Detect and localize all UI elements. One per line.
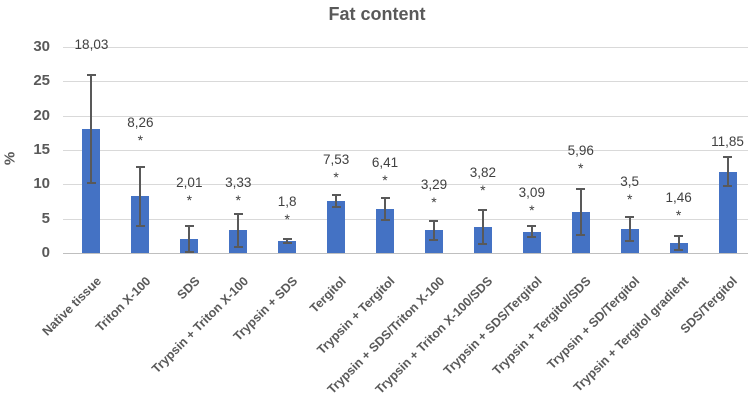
error-bar-line [726,157,729,187]
value-label: 5,96 [567,142,594,158]
y-gridline [63,115,748,117]
error-bar-cap-bottom [527,236,537,239]
error-bar-cap-top [135,165,145,168]
x-axis-line [63,253,748,254]
significance-marker: * [284,210,290,227]
chart-title: Fat content [328,4,426,24]
error-bar-cap-bottom [625,239,635,242]
error-bar-cap-top [429,219,439,222]
y-tick-label: 5 [41,209,50,227]
y-tick-label: 10 [33,175,50,193]
error-bar-line [677,236,680,250]
bar [424,230,443,253]
y-gridline [63,81,748,83]
error-bar-cap-top [184,225,194,228]
error-bar-line [335,195,338,208]
error-bar-cap-bottom [674,248,684,251]
x-category-label: Tergitol [307,274,350,316]
error-bar-line [286,238,289,243]
value-label: 2,01 [176,175,203,191]
value-label: 1,8 [277,193,297,209]
y-gridline [63,47,748,48]
y-gridline [63,150,748,151]
error-bar-cap-bottom [233,245,243,248]
error-bar-cap-bottom [478,242,488,245]
error-bar-line [139,166,142,226]
error-bar-cap-bottom [135,224,145,227]
significance-marker: * [431,193,437,210]
value-label: 3,09 [518,185,545,201]
y-tick-label: 15 [33,141,50,158]
value-label: 6,41 [371,154,399,170]
x-category-label: Native tissue [39,274,105,339]
significance-marker: * [235,191,241,208]
value-label: 7,53 [322,152,350,168]
x-category-label: Trypsin + SDS/Tergitol [440,274,545,378]
significance-marker: * [529,202,535,219]
x-category-label: Trypsin + SD/Tergitol [544,274,643,372]
error-bar-line [237,213,240,247]
y-tick-label: 30 [33,38,50,55]
significance-marker: * [480,181,486,198]
value-label: 1,46 [665,190,692,206]
y-tick-label: 0 [41,244,50,261]
error-bar-line [384,197,387,220]
bar [82,129,101,253]
value-label: 3,33 [225,174,252,190]
error-bar-cap-bottom [429,239,439,242]
error-bar-line [90,74,93,184]
significance-marker: * [333,169,339,186]
error-bar-cap-top [282,237,292,240]
value-label: 3,29 [420,176,448,192]
error-bar-cap-top [723,156,733,159]
error-bar-cap-top [233,212,243,215]
bar [327,201,346,253]
x-category-label: Trypsin + Tergitol/SDS [489,274,594,378]
value-label: 8,26 [127,114,154,130]
error-bar-line [628,217,631,241]
y-gridline [63,218,748,220]
error-bar-cap-top [86,73,96,76]
error-bar-line [188,226,191,253]
significance-marker: * [137,131,144,148]
error-bar-line [530,226,533,238]
y-tick-label: 25 [33,72,50,90]
error-bar-cap-top [674,235,684,238]
error-bar-cap-bottom [331,206,341,209]
error-bar-cap-bottom [86,182,96,185]
significance-marker: * [382,171,388,188]
error-bar-cap-top [380,196,390,199]
bar [718,171,737,253]
significance-marker: * [578,159,584,176]
x-category-label: SDS [174,274,203,303]
error-bar-cap-top [527,225,537,228]
error-bar-cap-top [625,216,635,219]
error-bar-cap-top [478,208,488,211]
error-bar-cap-bottom [576,234,586,237]
value-label: 11,85 [711,134,744,150]
value-label: 3,82 [469,164,497,180]
bar [278,240,297,253]
value-label: 18,03 [74,36,109,52]
error-bar-cap-bottom [723,185,733,188]
x-category-label: Trypsin + Triton X-100 [149,274,252,377]
error-bar-cap-bottom [184,251,194,254]
value-label: 3,5 [620,174,640,190]
error-bar-line [432,220,435,240]
significance-marker: * [186,192,193,209]
error-bar-cap-top [576,187,586,190]
error-bar-line [481,209,484,244]
y-tick-label: 20 [33,106,50,124]
error-bar-line [579,188,582,236]
y-gridline [63,184,748,186]
significance-marker: * [626,191,633,208]
error-bar-cap-bottom [380,218,390,221]
error-bar-cap-bottom [282,241,292,244]
error-bar-cap-top [331,194,341,197]
significance-marker: * [675,207,682,224]
